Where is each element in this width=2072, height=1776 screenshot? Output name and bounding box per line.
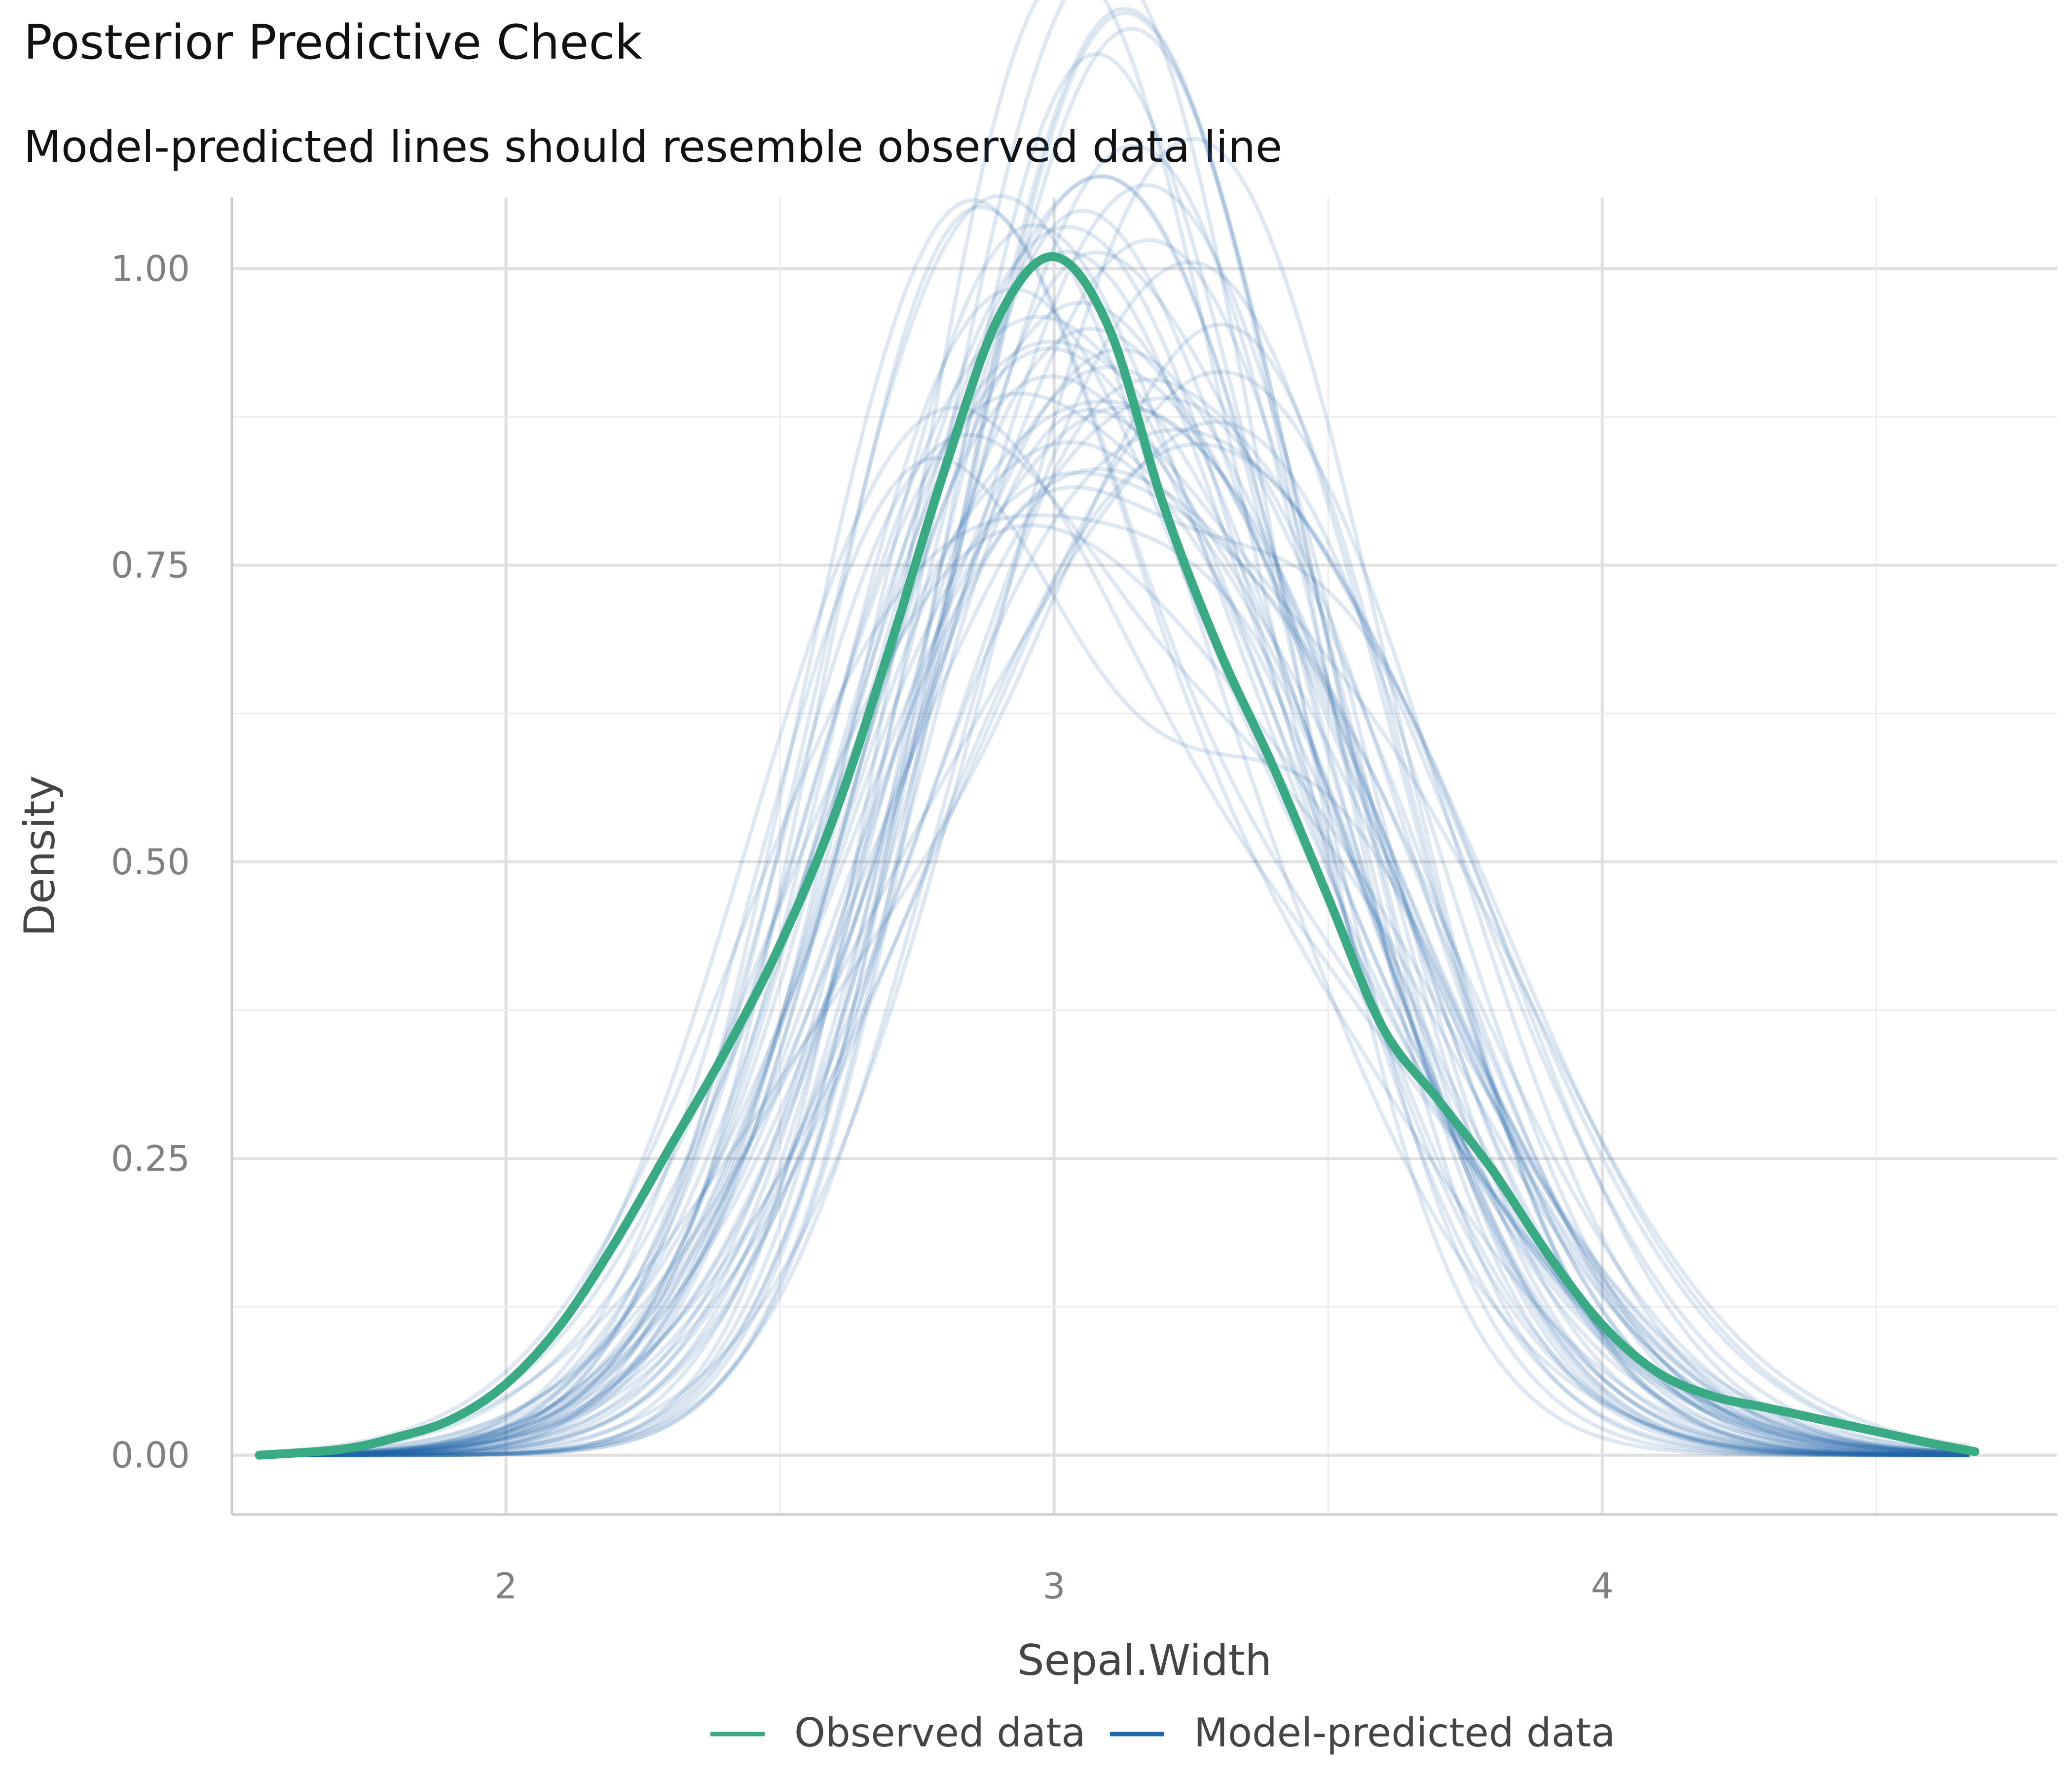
y-tick-label: 0.75	[111, 545, 190, 586]
model-predicted-line	[259, 370, 1970, 1457]
y-tick-label: 1.00	[111, 248, 190, 289]
tick-labels: 2 3 4 0.00 0.25 0.50 0.75 1.00	[111, 248, 1614, 1607]
model-predicted-line	[259, 11, 1970, 1457]
model-predicted-lines	[259, 0, 1970, 1457]
model-predicted-line	[259, 374, 1970, 1457]
model-predicted-line	[259, 339, 1970, 1457]
legend: Observed data Model-predicted data	[710, 1710, 1615, 1756]
model-predicted-line	[259, 174, 1970, 1457]
model-predicted-line	[259, 205, 1970, 1457]
model-predicted-line	[259, 470, 1970, 1457]
model-predicted-line	[259, 377, 1970, 1457]
model-predicted-line	[259, 399, 1970, 1457]
model-predicted-line	[259, 183, 1970, 1457]
x-tick-label: 4	[1591, 1565, 1614, 1607]
model-predicted-line	[259, 467, 1970, 1457]
model-predicted-line	[259, 223, 1970, 1457]
model-predicted-line	[259, 407, 1970, 1457]
model-predicted-line	[259, 0, 1970, 1457]
model-predicted-line	[259, 523, 1970, 1455]
model-predicted-line	[259, 513, 1970, 1457]
x-tick-label: 2	[495, 1565, 518, 1607]
model-predicted-line	[259, 346, 1970, 1457]
model-predicted-line	[259, 327, 1970, 1457]
model-predicted-line	[259, 6, 1970, 1457]
legend-label: Model-predicted data	[1194, 1710, 1615, 1756]
model-predicted-line	[259, 194, 1970, 1457]
model-predicted-line	[259, 420, 1970, 1457]
observed-data-line	[255, 252, 1980, 1460]
legend-label: Observed data	[794, 1710, 1086, 1756]
model-predicted-line	[259, 365, 1970, 1457]
model-predicted-line	[259, 300, 1970, 1457]
grid	[231, 197, 2057, 1515]
model-predicted-line	[259, 391, 1970, 1457]
model-predicted-line	[259, 137, 1970, 1457]
model-predicted-line	[259, 322, 1970, 1457]
model-predicted-line	[259, 250, 1970, 1457]
model-predicted-line	[259, 224, 1970, 1457]
model-predicted-line	[259, 456, 1970, 1457]
model-predicted-line	[259, 440, 1970, 1456]
model-predicted-line	[259, 209, 1970, 1457]
model-predicted-line	[259, 250, 1970, 1457]
model-predicted-line	[259, 347, 1970, 1457]
y-tick-label: 0.25	[111, 1138, 190, 1179]
model-predicted-line	[259, 405, 1970, 1457]
chart-title: Posterior Predictive Check	[24, 15, 642, 70]
model-predicted-line	[259, 433, 1970, 1457]
model-predicted-line	[259, 27, 1970, 1457]
model-predicted-line	[259, 175, 1970, 1457]
x-tick-label: 3	[1043, 1565, 1066, 1607]
model-predicted-line	[259, 396, 1970, 1457]
axes	[230, 197, 2057, 1516]
y-tick-label: 0.00	[111, 1435, 190, 1476]
chart-subtitle: Model-predicted lines should resemble ob…	[24, 121, 1282, 172]
model-predicted-line	[259, 260, 1970, 1457]
model-predicted-line	[259, 428, 1970, 1457]
model-predicted-line	[259, 442, 1970, 1457]
model-predicted-line	[259, 144, 1970, 1457]
model-predicted-line	[259, 52, 1970, 1457]
model-predicted-line	[259, 0, 1970, 1457]
y-axis-title: Density	[15, 776, 65, 937]
model-predicted-line	[259, 485, 1970, 1457]
y-tick-label: 0.50	[111, 841, 190, 883]
x-axis-title: Sepal.Width	[1017, 1636, 1272, 1685]
observed-line-group	[255, 252, 1980, 1460]
model-predicted-line	[259, 315, 1970, 1457]
model-predicted-line	[259, 238, 1970, 1457]
model-predicted-line	[259, 198, 1970, 1457]
